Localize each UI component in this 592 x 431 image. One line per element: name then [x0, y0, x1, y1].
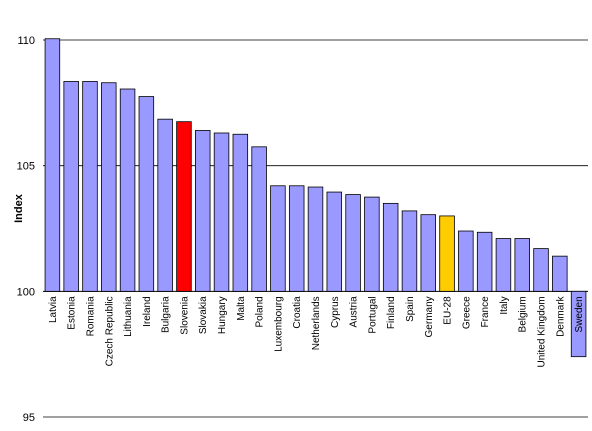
y-tick-label: 95: [23, 412, 35, 424]
category-label: Finland: [386, 296, 397, 329]
category-label: Cyprus: [330, 296, 341, 328]
category-label: Germany: [424, 296, 435, 337]
bar-germany: [420, 214, 436, 292]
bar-italy: [495, 238, 512, 292]
category-label: Slovakia: [198, 296, 209, 334]
bar-denmark: [552, 255, 568, 292]
bar-austria: [345, 194, 361, 292]
bar-ireland: [138, 96, 155, 292]
y-tick-label: 110: [17, 35, 35, 47]
category-label: Italy: [499, 296, 510, 314]
bar-croatia: [288, 185, 305, 292]
y-tick-label: 100: [17, 286, 35, 298]
bar-romania: [82, 81, 98, 292]
bar-france: [476, 231, 493, 292]
category-label: EU-28: [443, 296, 454, 325]
y-axis-label: Index: [13, 193, 25, 223]
bar-latvia: [44, 38, 61, 292]
category-label: Greece: [461, 296, 472, 329]
bar-luxembourg: [270, 185, 286, 292]
category-label: Czech Republic: [104, 296, 115, 366]
bar-united-kingdom: [533, 248, 549, 292]
category-label: Belgium: [518, 296, 529, 332]
bar-slovenia: [176, 121, 192, 292]
category-label: Ireland: [142, 296, 153, 327]
category-label: United Kingdom: [537, 296, 548, 367]
category-label: Latvia: [48, 296, 59, 323]
category-label: Croatia: [292, 296, 303, 329]
bars: [44, 38, 587, 358]
bar-greece: [458, 230, 474, 292]
bar-netherlands: [307, 186, 324, 292]
category-labels: Latvia Estonia Romania Czech Republic Lithua…: [48, 295, 585, 367]
bar-portugal: [364, 196, 380, 292]
bar-cyprus: [326, 191, 343, 292]
category-label: Sweden: [574, 296, 585, 332]
category-label: Hungary: [217, 296, 228, 334]
bar-czech-republic: [101, 82, 117, 292]
category-label: Malta: [236, 296, 247, 321]
category-label: Denmark: [555, 295, 566, 337]
category-label: Poland: [255, 296, 266, 327]
bar-lithuania: [119, 88, 136, 292]
category-label: Estonia: [67, 296, 78, 330]
category-label: Bulgaria: [161, 296, 172, 333]
category-label: Romania: [85, 296, 96, 336]
bar-eu-28: [439, 215, 455, 292]
category-label: Luxembourg: [273, 296, 284, 352]
bar-sweden: [570, 290, 587, 358]
category-label: Slovenia: [179, 296, 190, 335]
bar-bulgaria: [157, 118, 173, 292]
category-label: Spain: [405, 296, 416, 322]
bar-belgium: [514, 238, 530, 292]
bar-spain: [401, 210, 418, 292]
bar-estonia: [63, 81, 79, 292]
category-label: France: [480, 296, 491, 328]
bar-poland: [251, 146, 267, 292]
category-label: Lithuania: [123, 296, 134, 337]
bar-malta: [232, 133, 249, 292]
category-label: Netherlands: [311, 296, 322, 350]
category-label: Portugal: [367, 296, 378, 333]
y-axis-ticks: 95 100 105 110: [17, 35, 35, 424]
bar-finland: [382, 202, 399, 292]
bar-hungary: [213, 132, 230, 292]
category-label: Austria: [349, 296, 360, 328]
y-tick-label: 105: [17, 161, 35, 173]
bar-slovakia: [195, 130, 211, 292]
